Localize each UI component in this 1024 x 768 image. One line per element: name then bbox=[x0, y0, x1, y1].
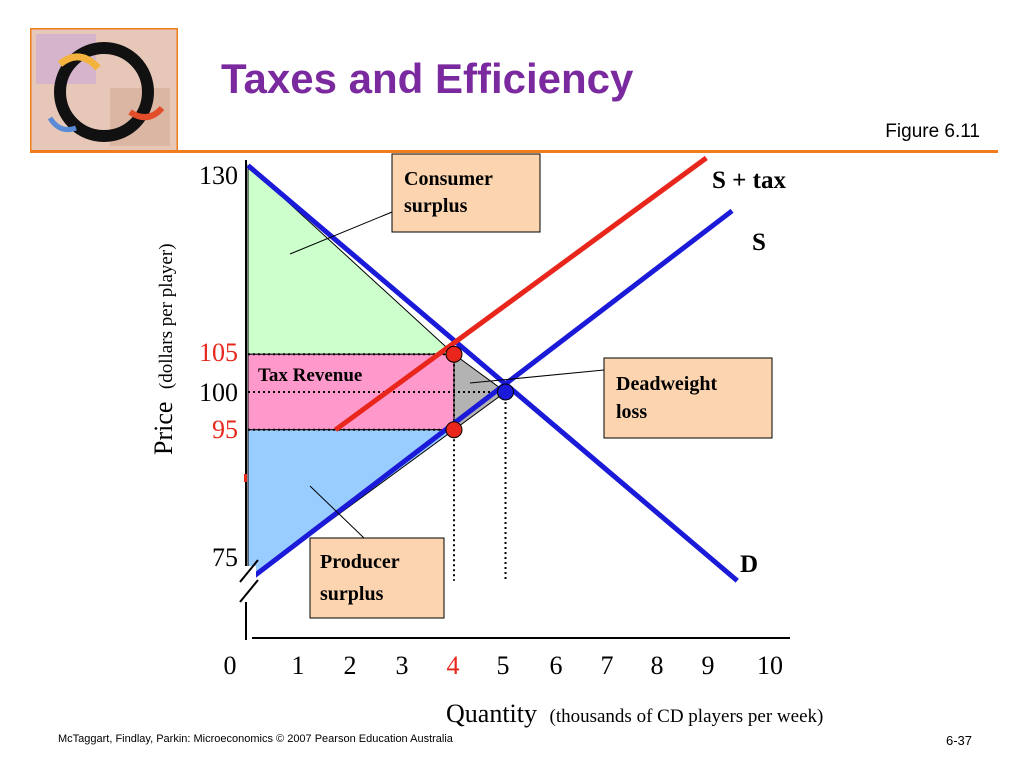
y-tick-label-100: 100 bbox=[199, 378, 238, 407]
producer-surplus-callout: Producer surplus bbox=[309, 537, 445, 619]
x-tick-labels: 0 1 2 3 4 5 6 7 8 9 10 bbox=[224, 651, 784, 680]
series-line-d bbox=[246, 163, 739, 583]
slide-number: 6-37 bbox=[946, 733, 973, 748]
deadweight-loss-line-2: loss bbox=[616, 401, 647, 423]
equilibrium-point-2 bbox=[497, 383, 514, 401]
y-axis-label-note: (dollars per player) bbox=[156, 243, 177, 389]
x-tick-label-9: 9 bbox=[702, 651, 715, 680]
x-axis-label: Quantity bbox=[446, 699, 537, 728]
producer-surplus-line-2: surplus bbox=[320, 583, 384, 605]
x-tick-label-8: 8 bbox=[651, 651, 664, 680]
footer-copyright: McTaggart, Findlay, Parkin: Microeconomi… bbox=[58, 733, 453, 745]
y-tick-label-75: 75 bbox=[212, 543, 238, 572]
series-line-s bbox=[246, 208, 734, 583]
x-tick-label-10: 10 bbox=[757, 651, 783, 680]
producer-surplus-pointer bbox=[309, 485, 365, 539]
equilibrium-point-1 bbox=[445, 421, 463, 439]
axis-break-icon bbox=[238, 559, 259, 603]
chart-points bbox=[445, 345, 514, 439]
d-label: D bbox=[740, 551, 758, 578]
y-tick-label-130: 130 bbox=[199, 161, 238, 190]
x-axis-label-note: (thousands of CD players per week) bbox=[550, 706, 824, 727]
page-title: Taxes and Efficiency bbox=[221, 55, 634, 102]
consumer-surplus-line-1: Consumer bbox=[404, 168, 493, 190]
y-tick-label-95: 95 bbox=[212, 415, 238, 444]
x-axis-title: Quantity (thousands of CD players per we… bbox=[446, 699, 823, 728]
y-axis-tick-mark bbox=[244, 474, 247, 482]
x-tick-label-4: 4 bbox=[447, 651, 460, 680]
tax-revenue-label: Tax Revenue bbox=[258, 365, 362, 386]
equilibrium-point-0 bbox=[445, 345, 463, 363]
y-axis-title: Price (dollars per player) bbox=[149, 243, 178, 455]
svg-text:Price (dollars per playe: Price (dollars per player) bbox=[149, 243, 178, 455]
consumer-surplus-pointer bbox=[289, 211, 393, 255]
deadweight-loss-callout: Deadweight loss bbox=[603, 357, 773, 439]
x-tick-label-3: 3 bbox=[396, 651, 409, 680]
deadweight-loss-pointer bbox=[469, 369, 605, 384]
y-axis-label: Price bbox=[149, 402, 178, 455]
chart-series bbox=[246, 155, 739, 583]
y-tick-label-105: 105 bbox=[199, 338, 238, 367]
x-tick-label-1: 1 bbox=[292, 651, 305, 680]
series-line-s-tax bbox=[334, 155, 708, 432]
x-tick-label-7: 7 bbox=[601, 651, 614, 680]
s-label: S bbox=[752, 229, 766, 256]
x-tick-label-2: 2 bbox=[344, 651, 357, 680]
title-divider bbox=[30, 150, 998, 153]
s-plus-tax-label: S + tax bbox=[712, 167, 786, 194]
figure-reference: Figure 6.11 bbox=[885, 121, 980, 142]
x-tick-label-5: 5 bbox=[497, 651, 510, 680]
chart-guides bbox=[248, 353, 507, 581]
x-tick-label-0: 0 bbox=[224, 651, 237, 680]
consumer-surplus-line-2: surplus bbox=[404, 195, 468, 217]
consumer-surplus-callout: Consumer surplus bbox=[391, 153, 541, 233]
decorative-circle-logo-icon bbox=[30, 28, 178, 152]
producer-surplus-line-1: Producer bbox=[320, 551, 400, 573]
x-tick-label-6: 6 bbox=[550, 651, 563, 680]
y-tick-labels: 130 105 100 95 75 bbox=[199, 161, 238, 572]
deadweight-loss-line-1: Deadweight bbox=[616, 373, 717, 395]
